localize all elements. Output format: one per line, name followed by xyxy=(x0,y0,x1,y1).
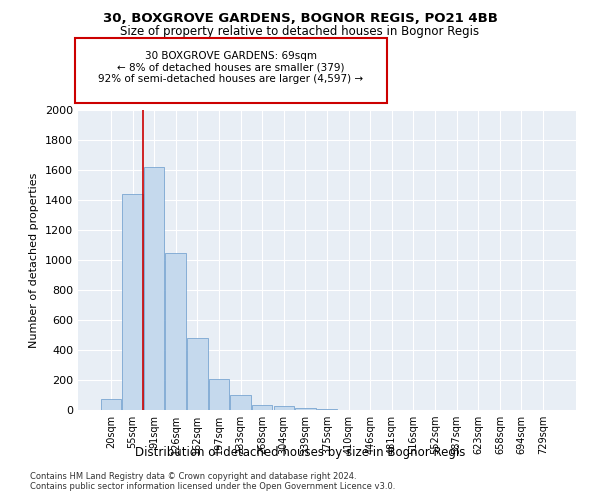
Bar xyxy=(252,405,272,410)
Bar xyxy=(317,409,337,410)
Text: 30, BOXGROVE GARDENS, BOGNOR REGIS, PO21 4BB: 30, BOXGROVE GARDENS, BOGNOR REGIS, PO21… xyxy=(103,12,497,26)
Bar xyxy=(209,378,229,410)
Bar xyxy=(274,406,294,410)
Text: Distribution of detached houses by size in Bognor Regis: Distribution of detached houses by size … xyxy=(135,446,465,459)
Text: Contains HM Land Registry data © Crown copyright and database right 2024.: Contains HM Land Registry data © Crown c… xyxy=(30,472,356,481)
Y-axis label: Number of detached properties: Number of detached properties xyxy=(29,172,40,348)
Bar xyxy=(230,395,251,410)
Bar xyxy=(187,338,208,410)
Bar xyxy=(122,194,143,410)
Bar xyxy=(295,408,316,410)
Bar xyxy=(101,399,121,410)
Bar xyxy=(144,167,164,410)
Text: Size of property relative to detached houses in Bognor Regis: Size of property relative to detached ho… xyxy=(121,25,479,38)
Bar xyxy=(166,252,186,410)
Text: 30 BOXGROVE GARDENS: 69sqm
← 8% of detached houses are smaller (379)
92% of semi: 30 BOXGROVE GARDENS: 69sqm ← 8% of detac… xyxy=(98,51,364,84)
Text: Contains public sector information licensed under the Open Government Licence v3: Contains public sector information licen… xyxy=(30,482,395,491)
